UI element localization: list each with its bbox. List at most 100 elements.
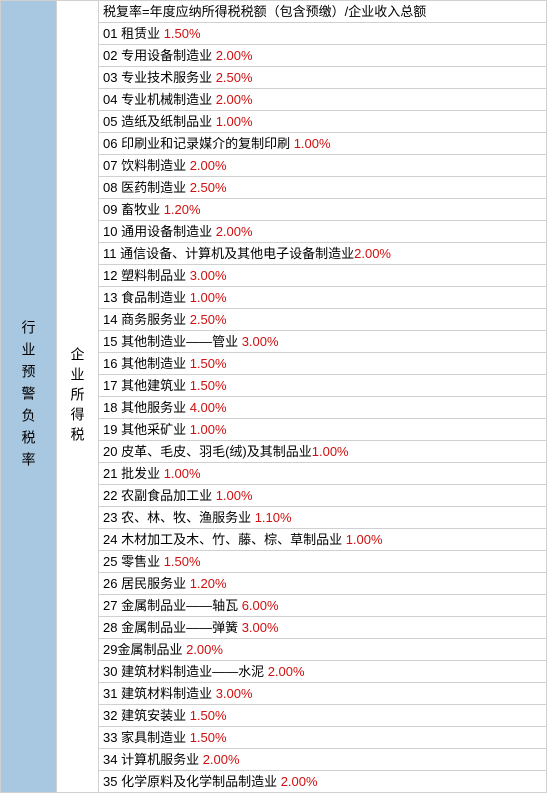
row-label: 饮料制造业 [117,158,189,173]
row-rate: 1.50% [190,730,227,745]
formula-row: 税复率=年度应纳所得税税额（包含预缴）/企业收入总额 [98,1,546,23]
row-label: 金属制品业——轴瓦 [117,598,241,613]
table-row: 17 其他建筑业 1.50% [98,375,546,397]
row-label: 家具制造业 [117,730,189,745]
row-rate: 1.50% [190,356,227,371]
row-number: 09 [103,202,117,217]
table-row: 16 其他制造业 1.50% [98,353,546,375]
table-row: 26 居民服务业 1.20% [98,573,546,595]
table-row: 21 批发业 1.00% [98,463,546,485]
row-label: 皮革、毛皮、羽毛(绒)及其制品业 [117,444,311,459]
row-label: 批发业 [117,466,163,481]
table-row: 12 塑料制品业 3.00% [98,265,546,287]
row-label: 通用设备制造业 [117,224,215,239]
row-rate: 3.00% [190,268,227,283]
row-rate: 1.00% [190,290,227,305]
table-row: 15 其他制造业——管业 3.00% [98,331,546,353]
table-row: 05 造纸及纸制品业 1.00% [98,111,546,133]
row-rate: 3.00% [242,334,279,349]
row-rate: 1.50% [164,26,201,41]
row-label: 畜牧业 [117,202,163,217]
table-row: 10 通用设备制造业 2.00% [98,221,546,243]
row-rate: 1.00% [312,444,349,459]
table-row: 28 金属制品业——弹簧 3.00% [98,617,546,639]
row-number: 22 [103,488,117,503]
row-label: 医药制造业 [117,180,189,195]
tax-rate-table: 行业预警负税率 企业所得税 税复率=年度应纳所得税税额（包含预缴）/企业收入总额… [0,0,547,793]
table-row: 20 皮革、毛皮、羽毛(绒)及其制品业1.00% [98,441,546,463]
row-label: 居民服务业 [117,576,189,591]
table-row: 25 零售业 1.50% [98,551,546,573]
row-rate: 2.50% [190,180,227,195]
table-row: 07 饮料制造业 2.00% [98,155,546,177]
row-rate: 3.00% [216,686,253,701]
row-label: 建筑材料制造业 [117,686,215,701]
row-number: 13 [103,290,117,305]
row-rate: 6.00% [242,598,279,613]
rows-container: 01 租赁业 1.50%02 专用设备制造业 2.00%03 专业技术服务业 2… [98,23,546,793]
table-row: 24 木材加工及木、竹、藤、棕、草制品业 1.00% [98,529,546,551]
row-number: 24 [103,532,117,547]
row-label: 建筑安装业 [117,708,189,723]
row-rate: 1.00% [346,532,383,547]
table-row: 32 建筑安装业 1.50% [98,705,546,727]
row-number: 29 [103,642,117,657]
row-label: 专用设备制造业 [117,48,215,63]
row-number: 14 [103,312,117,327]
row-rate: 3.00% [242,620,279,635]
row-label: 造纸及纸制品业 [117,114,215,129]
table-row: 34 计算机服务业 2.00% [98,749,546,771]
row-rate: 2.00% [354,246,391,261]
row-number: 12 [103,268,117,283]
row-rate: 2.00% [190,158,227,173]
row-number: 20 [103,444,117,459]
row-label: 零售业 [117,554,163,569]
row-number: 07 [103,158,117,173]
row-label: 租赁业 [117,26,163,41]
table-row: 35 化学原料及化学制品制造业 2.00% [98,771,546,793]
row-label: 通信设备、计算机及其他电子设备制造业 [117,246,355,261]
row-number: 15 [103,334,117,349]
row-label: 其他采矿业 [117,422,189,437]
row-label: 计算机服务业 [117,752,202,767]
row-label: 塑料制品业 [117,268,189,283]
row-number: 27 [103,598,117,613]
row-rate: 2.00% [281,774,318,789]
row-label: 农副食品加工业 [117,488,215,503]
row-number: 19 [103,422,117,437]
row-label: 建筑材料制造业——水泥 [117,664,267,679]
row-number: 01 [103,26,117,41]
row-rate: 2.00% [216,224,253,239]
row-number: 16 [103,356,117,371]
table-row: 08 医药制造业 2.50% [98,177,546,199]
row-number: 32 [103,708,117,723]
row-number: 06 [103,136,117,151]
table-row: 04 专业机械制造业 2.00% [98,89,546,111]
row-label: 专业机械制造业 [117,92,215,107]
table-row: 09 畜牧业 1.20% [98,199,546,221]
table-row: 22 农副食品加工业 1.00% [98,485,546,507]
row-rate: 2.50% [216,70,253,85]
table-row: 29金属制品业 2.00% [98,639,546,661]
formula-text: 税复率=年度应纳所得税税额（包含预缴）/企业收入总额 [103,4,426,19]
row-number: 05 [103,114,117,129]
row-number: 21 [103,466,117,481]
row-rate: 4.00% [190,400,227,415]
row-label: 木材加工及木、竹、藤、棕、草制品业 [117,532,345,547]
row-label: 金属制品业——弹簧 [117,620,241,635]
row-number: 18 [103,400,117,415]
table-row: 27 金属制品业——轴瓦 6.00% [98,595,546,617]
row-number: 17 [103,378,117,393]
table-row: 11 通信设备、计算机及其他电子设备制造业2.00% [98,243,546,265]
row-rate: 2.00% [268,664,305,679]
row-number: 08 [103,180,117,195]
row-number: 04 [103,92,117,107]
row-rate: 1.50% [190,708,227,723]
row-number: 02 [103,48,117,63]
data-column: 税复率=年度应纳所得税税额（包含预缴）/企业收入总额 01 租赁业 1.50% 0… [98,0,547,793]
row-number: 26 [103,576,117,591]
row-number: 23 [103,510,117,525]
table-row: 02 专用设备制造业 2.00% [98,45,546,67]
row-number: 10 [103,224,117,239]
table-row: 23 农、林、牧、渔服务业 1.10% [98,507,546,529]
